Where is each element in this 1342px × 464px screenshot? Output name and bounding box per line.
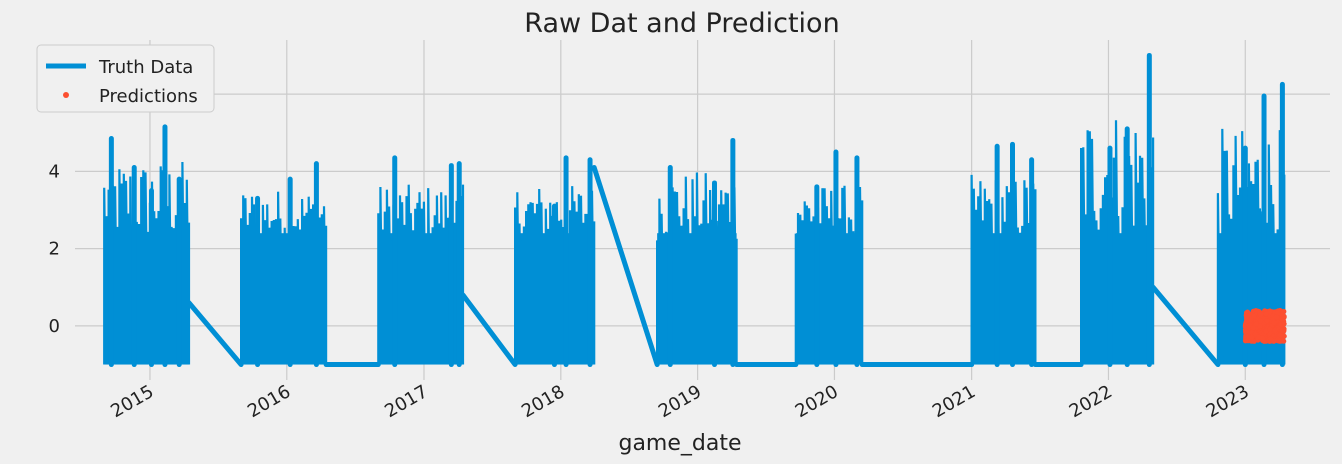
truth-data-series <box>103 52 1286 368</box>
predictions-series <box>1242 307 1287 344</box>
truth-connector <box>460 292 518 368</box>
legend-predictions-label: Predictions <box>99 86 198 107</box>
prediction-point <box>1257 318 1264 324</box>
legend: Truth Data Predictions <box>36 44 215 113</box>
chart-title: Raw Dat and Prediction <box>524 8 839 39</box>
prediction-point <box>1277 332 1283 338</box>
prediction-point <box>1279 328 1285 334</box>
legend-predictions-swatch <box>63 92 69 98</box>
prediction-point <box>1242 338 1249 344</box>
prediction-point <box>1281 313 1287 319</box>
truth-season <box>656 137 738 368</box>
truth-season <box>794 149 864 368</box>
prediction-point <box>1246 323 1253 329</box>
truth-spikes <box>1216 128 1286 365</box>
prediction-point <box>1267 309 1273 315</box>
truth-season <box>970 141 1037 368</box>
legend-truth-label: Truth Data <box>98 57 193 78</box>
truth-spikes <box>240 191 328 365</box>
prediction-point <box>1271 320 1277 326</box>
y-tick-label: 2 <box>49 239 60 260</box>
truth-spikes <box>1080 120 1155 365</box>
prediction-point <box>1249 334 1255 340</box>
prediction-point <box>1252 331 1258 337</box>
truth-season <box>377 155 465 368</box>
truth-connector <box>1150 284 1221 368</box>
prediction-point <box>1281 338 1287 344</box>
truth-connector <box>186 300 244 368</box>
prediction-point <box>1281 321 1287 327</box>
y-tick-label: 4 <box>49 161 60 182</box>
prediction-point <box>1253 321 1259 327</box>
truth-season <box>514 155 596 368</box>
truth-season <box>1080 52 1155 368</box>
prediction-point <box>1243 329 1249 335</box>
prediction-point <box>1259 335 1265 341</box>
truth-season <box>103 124 191 368</box>
prediction-point <box>1251 313 1257 319</box>
legend-box <box>36 44 215 113</box>
prediction-point <box>1272 327 1278 334</box>
truth-season <box>240 161 328 368</box>
prediction-point <box>1267 326 1273 332</box>
truth-spikes <box>794 185 864 365</box>
x-axis-label: game_date <box>618 431 741 456</box>
prediction-point <box>1250 325 1256 331</box>
y-tick-label: 0 <box>49 316 60 337</box>
prediction-point <box>1273 314 1279 320</box>
prediction-point <box>1264 318 1270 324</box>
truth-spikes <box>103 160 191 365</box>
truth-spikes <box>970 174 1037 365</box>
truth-connectors <box>186 165 1221 368</box>
truth-connector <box>591 165 660 368</box>
prediction-point <box>1268 336 1274 342</box>
prediction-point <box>1257 312 1264 318</box>
